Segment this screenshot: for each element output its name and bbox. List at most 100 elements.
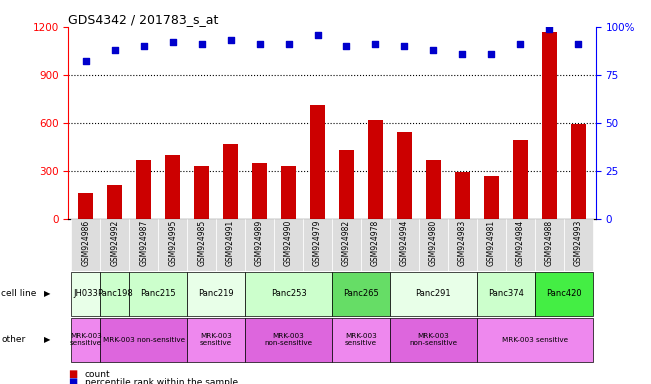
Bar	[397, 132, 411, 219]
Bar	[245, 219, 274, 271]
Point	[544, 26, 555, 32]
Text: GSM924990: GSM924990	[284, 220, 293, 266]
Text: GSM924985: GSM924985	[197, 220, 206, 266]
Bar	[137, 160, 151, 219]
Text: count: count	[85, 370, 110, 379]
Text: GSM924987: GSM924987	[139, 220, 148, 266]
Bar	[332, 318, 390, 362]
Point	[457, 51, 467, 57]
Text: GSM924981: GSM924981	[487, 220, 496, 266]
Text: MRK-003
sensitive: MRK-003 sensitive	[200, 333, 232, 346]
Bar	[426, 160, 441, 219]
Bar	[107, 185, 122, 219]
Bar	[535, 271, 593, 316]
Bar	[195, 166, 209, 219]
Bar	[245, 271, 332, 316]
Point	[341, 43, 352, 49]
Text: MRK-003
sensitive: MRK-003 sensitive	[70, 333, 102, 346]
Point	[573, 41, 583, 47]
Point	[139, 43, 149, 49]
Text: GSM924979: GSM924979	[313, 220, 322, 266]
Bar	[332, 271, 390, 316]
Text: MRK-003 sensitive: MRK-003 sensitive	[502, 337, 568, 343]
Text: other: other	[1, 335, 25, 344]
Bar	[216, 219, 245, 271]
Text: MRK-003
non-sensitive: MRK-003 non-sensitive	[409, 333, 458, 346]
Text: Panc198: Panc198	[97, 289, 133, 298]
Bar	[361, 219, 390, 271]
Bar	[71, 318, 100, 362]
Bar	[542, 31, 557, 219]
Bar	[100, 318, 187, 362]
Bar	[129, 271, 187, 316]
Bar	[564, 219, 593, 271]
Text: GSM924989: GSM924989	[255, 220, 264, 266]
Text: ▶: ▶	[44, 289, 51, 298]
Text: MRK-003
non-sensitive: MRK-003 non-sensitive	[264, 333, 312, 346]
Bar	[303, 219, 332, 271]
Text: Panc265: Panc265	[343, 289, 379, 298]
Bar	[79, 193, 93, 219]
Bar	[253, 163, 267, 219]
Text: Panc420: Panc420	[546, 289, 581, 298]
Bar	[187, 318, 245, 362]
Bar	[245, 318, 332, 362]
Text: ■: ■	[68, 369, 77, 379]
Bar	[455, 172, 469, 219]
Text: ▶: ▶	[44, 335, 51, 344]
Bar	[390, 318, 477, 362]
Bar	[71, 271, 100, 316]
Bar	[477, 271, 535, 316]
Point	[428, 47, 439, 53]
Bar	[158, 219, 187, 271]
Bar	[506, 219, 535, 271]
Text: ■: ■	[68, 377, 77, 384]
Text: GSM924978: GSM924978	[371, 220, 380, 266]
Bar	[71, 219, 100, 271]
Text: Panc374: Panc374	[488, 289, 524, 298]
Point	[515, 41, 525, 47]
Bar	[339, 150, 353, 219]
Point	[255, 41, 265, 47]
Text: JH033: JH033	[74, 289, 98, 298]
Text: Panc291: Panc291	[415, 289, 451, 298]
Bar	[419, 219, 448, 271]
Text: Panc253: Panc253	[271, 289, 307, 298]
Point	[370, 41, 381, 47]
Text: MRK-003 non-sensitive: MRK-003 non-sensitive	[103, 337, 185, 343]
Text: Panc215: Panc215	[141, 289, 176, 298]
Point	[225, 37, 236, 43]
Bar	[477, 318, 593, 362]
Point	[109, 47, 120, 53]
Bar	[165, 155, 180, 219]
Text: cell line: cell line	[1, 289, 36, 298]
Bar	[448, 219, 477, 271]
Point	[312, 31, 323, 38]
Text: Panc219: Panc219	[199, 289, 234, 298]
Point	[167, 39, 178, 45]
Bar	[100, 219, 129, 271]
Text: GSM924983: GSM924983	[458, 220, 467, 266]
Text: GSM924994: GSM924994	[400, 220, 409, 266]
Point	[399, 43, 409, 49]
Bar	[311, 105, 325, 219]
Bar	[535, 219, 564, 271]
Bar	[187, 271, 245, 316]
Bar	[484, 176, 499, 219]
Bar	[390, 219, 419, 271]
Bar	[187, 219, 216, 271]
Bar	[274, 219, 303, 271]
Point	[486, 51, 497, 57]
Text: GSM924988: GSM924988	[545, 220, 554, 266]
Bar	[390, 271, 477, 316]
Point	[283, 41, 294, 47]
Text: GSM924995: GSM924995	[168, 220, 177, 266]
Point	[81, 58, 91, 65]
Text: GSM924992: GSM924992	[110, 220, 119, 266]
Text: GSM924993: GSM924993	[574, 220, 583, 266]
Bar	[100, 271, 129, 316]
Bar	[281, 166, 296, 219]
Text: GSM924982: GSM924982	[342, 220, 351, 266]
Text: GSM924984: GSM924984	[516, 220, 525, 266]
Bar	[129, 219, 158, 271]
